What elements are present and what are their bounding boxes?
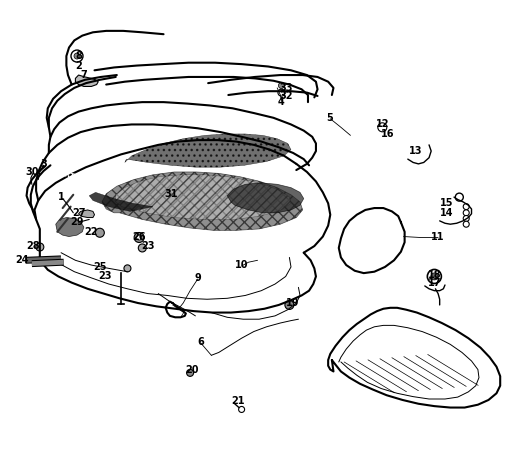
Text: 25: 25	[93, 262, 107, 272]
Circle shape	[431, 273, 438, 280]
Text: ZRT: ZRT	[60, 170, 76, 180]
Text: 24: 24	[15, 255, 29, 266]
Text: 29: 29	[70, 217, 84, 228]
Circle shape	[378, 123, 387, 132]
Text: 8: 8	[75, 51, 82, 61]
Text: 13: 13	[408, 146, 422, 156]
Polygon shape	[75, 75, 98, 86]
Text: 15: 15	[440, 198, 454, 209]
Text: 23: 23	[141, 241, 155, 251]
Text: 28: 28	[26, 241, 40, 251]
Polygon shape	[56, 218, 84, 237]
Text: 6: 6	[198, 337, 204, 347]
Text: 23: 23	[98, 271, 112, 282]
Text: 3: 3	[40, 159, 47, 169]
Polygon shape	[102, 172, 303, 230]
Text: 2: 2	[75, 60, 82, 71]
Text: 9: 9	[194, 273, 201, 283]
Text: 26: 26	[132, 231, 146, 242]
Circle shape	[278, 83, 285, 88]
Text: 4: 4	[278, 97, 285, 107]
Text: 17: 17	[427, 277, 441, 288]
Circle shape	[186, 370, 194, 376]
Text: 30: 30	[25, 167, 39, 177]
Text: 11: 11	[431, 231, 445, 242]
Text: 1: 1	[58, 192, 64, 202]
Circle shape	[238, 407, 245, 412]
Circle shape	[136, 235, 142, 240]
Polygon shape	[79, 210, 95, 218]
Polygon shape	[89, 192, 153, 211]
Circle shape	[463, 204, 469, 209]
Circle shape	[134, 232, 144, 243]
Text: 31: 31	[164, 189, 178, 199]
Circle shape	[71, 50, 83, 62]
Circle shape	[124, 265, 131, 272]
Text: 12: 12	[375, 119, 389, 130]
Circle shape	[455, 193, 464, 201]
Polygon shape	[227, 183, 304, 213]
Text: 5: 5	[326, 113, 332, 123]
Text: 7: 7	[81, 70, 87, 80]
Text: 10: 10	[235, 260, 249, 270]
Text: 22: 22	[84, 227, 98, 237]
Text: 19: 19	[286, 298, 300, 308]
Circle shape	[427, 269, 441, 284]
Text: 21: 21	[231, 396, 245, 407]
Text: 27: 27	[72, 208, 85, 218]
Circle shape	[36, 243, 44, 251]
Text: 20: 20	[185, 364, 199, 375]
Text: 16: 16	[381, 129, 395, 139]
Circle shape	[74, 53, 80, 59]
Text: 32: 32	[279, 91, 293, 101]
Circle shape	[463, 210, 469, 216]
Circle shape	[463, 216, 469, 221]
Circle shape	[285, 301, 294, 309]
Circle shape	[138, 244, 147, 252]
Circle shape	[96, 228, 104, 237]
Polygon shape	[116, 175, 291, 219]
Circle shape	[463, 221, 469, 227]
Text: 18: 18	[427, 269, 441, 280]
Polygon shape	[125, 134, 291, 167]
Text: 14: 14	[440, 208, 454, 218]
Text: 33: 33	[279, 83, 293, 93]
Circle shape	[278, 89, 285, 96]
